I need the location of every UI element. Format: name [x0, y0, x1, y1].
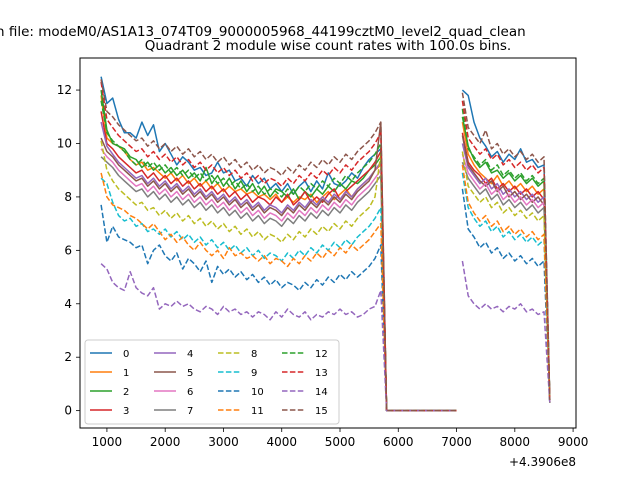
- legend-label-11: 11: [251, 406, 264, 417]
- plot-lines: [100, 76, 551, 412]
- legend-label-10: 10: [251, 387, 264, 398]
- series-line-6-segment-2: [461, 153, 551, 403]
- legend-label-4: 4: [187, 349, 193, 360]
- y-tick-label: 2: [64, 350, 72, 364]
- series-line-3-segment-2: [461, 132, 551, 403]
- legend-label-0: 0: [123, 349, 129, 360]
- series-line-13-segment-2: [461, 100, 551, 400]
- series-line-15-segment-2: [461, 92, 551, 400]
- series-line-0-segment-2: [461, 89, 551, 400]
- series-line-15-segment-1: [100, 79, 457, 412]
- y-axis: 0 2 4 6 8 10 12: [57, 83, 80, 418]
- y-tick-label: 0: [64, 404, 72, 418]
- legend-label-5: 5: [187, 368, 193, 379]
- series-line-10-segment-2: [461, 188, 551, 403]
- series-line-5-segment-2: [461, 135, 551, 403]
- legend-label-3: 3: [123, 406, 129, 417]
- series-line-1-segment-2: [461, 121, 551, 403]
- axes-frame: [79, 57, 577, 429]
- series-line-8-segment-2: [461, 151, 551, 403]
- legend-frame: [84, 339, 340, 425]
- legend-label-9: 9: [251, 368, 257, 379]
- legend-label-2: 2: [123, 387, 129, 398]
- y-tick-label: 4: [64, 297, 72, 311]
- x-axis-offset-label: +4.3906e8: [509, 455, 576, 469]
- legend-label-7: 7: [187, 406, 193, 417]
- x-tick-label: 6000: [383, 435, 414, 449]
- figure-suptitle: n file: modeM0/AS1A13_074T09_9000005968_…: [0, 24, 526, 40]
- series-line-11-segment-2: [461, 164, 551, 403]
- series-line-9-segment-2: [461, 172, 551, 403]
- y-tick-label: 12: [57, 83, 72, 97]
- y-tick-label: 8: [64, 190, 72, 204]
- legend-label-6: 6: [187, 387, 193, 398]
- series-line-13-segment-1: [100, 81, 457, 412]
- legend-label-13: 13: [315, 368, 328, 379]
- x-tick-label: 9000: [558, 435, 589, 449]
- series-line-14-segment-2: [461, 260, 551, 403]
- legend-label-14: 14: [315, 387, 328, 398]
- legend-label-1: 1: [123, 368, 129, 379]
- y-tick-label: 6: [64, 243, 72, 257]
- x-tick-label: 8000: [500, 435, 531, 449]
- x-tick-label: 3000: [208, 435, 239, 449]
- legend-label-12: 12: [315, 349, 328, 360]
- series-line-2-segment-2: [461, 116, 551, 400]
- x-tick-label: 1000: [92, 435, 123, 449]
- series-line-7-segment-2: [461, 161, 551, 403]
- series-line-12-segment-2: [461, 108, 551, 400]
- legend-label-15: 15: [315, 406, 328, 417]
- x-axis: 1000 2000 3000 4000 5000 6000 7000 8000 9000: [92, 428, 589, 449]
- y-tick-label: 10: [57, 136, 72, 150]
- legend-label-8: 8: [251, 349, 257, 360]
- chart-title: Quadrant 2 module wise count rates with …: [145, 38, 511, 54]
- x-tick-label: 4000: [266, 435, 297, 449]
- x-tick-label: 5000: [325, 435, 356, 449]
- x-tick-label: 7000: [441, 435, 472, 449]
- x-tick-label: 2000: [150, 435, 181, 449]
